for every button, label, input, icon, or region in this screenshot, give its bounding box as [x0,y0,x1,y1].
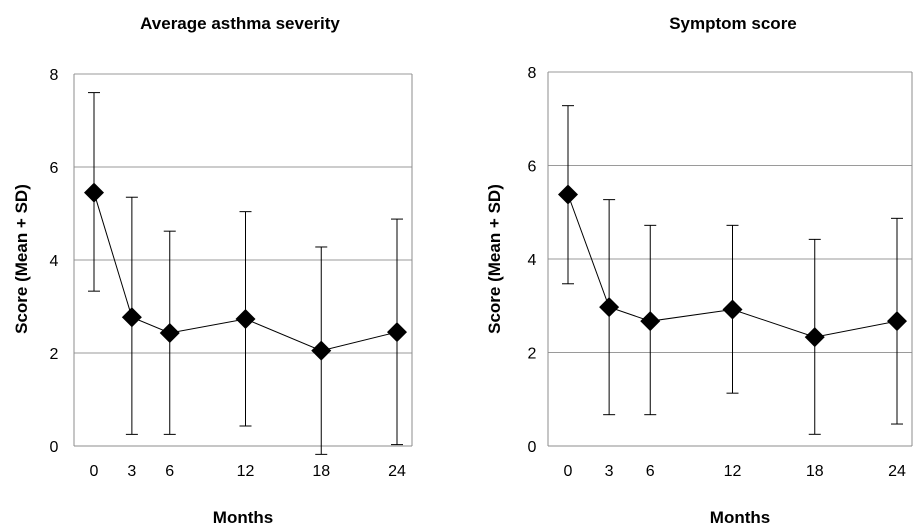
chart-title: Average asthma severity [140,14,340,33]
series-line [93,192,398,352]
y-tick-label: 6 [50,160,59,177]
data-point-marker [387,322,407,343]
y-axis-label: Score (Mean + SD) [485,184,504,334]
chart-average-asthma-severity: Average asthma severity Months Score (Me… [12,14,413,527]
data-point-marker [804,327,825,348]
data-point-marker [558,184,578,205]
y-tick-label: 2 [50,346,59,363]
y-tick-label: 4 [528,252,537,269]
y-tick-label: 8 [50,67,59,84]
series-line [567,194,898,338]
x-tick-label: 6 [165,463,174,480]
x-tick-label: 3 [605,463,614,480]
y-tick-label: 6 [528,159,537,176]
data-point-marker [84,182,104,203]
y-tick-label: 0 [528,439,537,456]
x-tick-label: 6 [646,463,655,480]
y-axis-label: Score (Mean + SD) [12,184,31,334]
data-point-marker [311,340,332,361]
x-tick-label: 18 [806,463,824,480]
chart-symptom-score: Symptom score Months Score (Mean + SD) 0… [485,14,913,527]
x-tick-label: 12 [724,463,742,480]
data-point-marker [121,307,142,328]
y-tick-label: 2 [528,346,537,363]
data-point-marker [235,309,256,330]
data-point-marker [599,297,620,318]
y-tick-label: 8 [528,65,537,82]
data-point-marker [159,323,180,344]
x-tick-label: 24 [388,463,406,480]
chart-title: Symptom score [669,14,797,33]
data-point-marker [640,311,661,332]
data-point-marker [722,299,743,320]
y-tick-label: 4 [50,253,59,270]
x-tick-label: 24 [888,463,906,480]
x-axis-label: Months [710,508,770,527]
data-point-marker [887,311,907,332]
y-tick-label: 0 [50,439,59,456]
x-tick-label: 0 [90,463,99,480]
x-tick-label: 3 [127,463,136,480]
x-tick-label: 12 [237,463,255,480]
x-axis-label: Months [213,508,273,527]
x-tick-label: 0 [564,463,573,480]
x-tick-label: 18 [312,463,330,480]
